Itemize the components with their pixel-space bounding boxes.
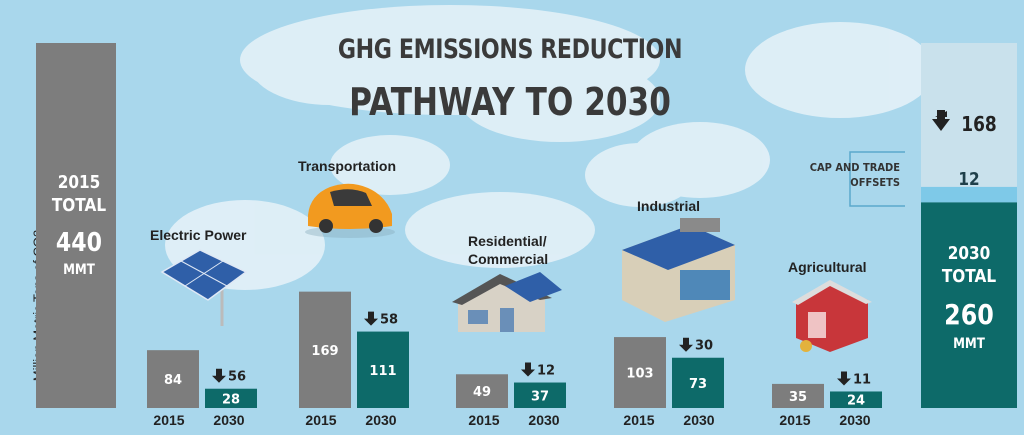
- tick-2030-transport: 2030: [365, 412, 397, 428]
- bar-2030-label-2: 37: [531, 389, 549, 404]
- bar-2015-1: [299, 291, 351, 408]
- bar-2030-label-1: 111: [369, 364, 396, 379]
- tick-2015-agricultural: 2015: [779, 412, 811, 428]
- total-2030-value: 260: [944, 298, 994, 331]
- reduction-label-2: 12: [537, 364, 555, 379]
- sector-label-residential-commercial: Residential/ Commercial: [468, 233, 549, 267]
- cap-and-trade-label: CAP AND TRADE OFFSETS: [801, 160, 900, 190]
- reduction-label-0: 56: [228, 370, 246, 385]
- bar-2030-0: [205, 388, 257, 408]
- cap-and-trade-line1: CAP AND TRADE: [809, 161, 900, 174]
- reduction-label-4: 11: [853, 372, 871, 387]
- total-2015-value: 440: [55, 228, 103, 258]
- sector-label-agricultural: Agricultural: [788, 259, 867, 275]
- car-icon: [305, 183, 395, 238]
- total-2030-bar: [921, 202, 1017, 408]
- bar-2015-0: [147, 350, 199, 408]
- reduction-arrow-icon-3: [679, 337, 693, 352]
- sector-label-industrial: Industrial: [637, 198, 701, 214]
- bar-2015-label-4: 35: [789, 390, 807, 405]
- reduction-arrow-icon-2: [521, 362, 535, 377]
- total-2015-year: 2015: [57, 172, 101, 193]
- reduction-label-1: 58: [380, 313, 398, 328]
- total-2030-unit: MMT: [953, 336, 985, 352]
- total-2015-word: TOTAL: [51, 195, 107, 216]
- tick-2030-industrial: 2030: [683, 412, 715, 428]
- bar-2015-label-3: 103: [626, 367, 653, 382]
- tick-2030-residential: 2030: [528, 412, 560, 428]
- bar-2030-label-0: 28: [222, 392, 240, 407]
- total-2015-unit: MMT: [63, 262, 95, 278]
- bar-2030-4: [830, 391, 882, 408]
- factory-icon: [622, 218, 735, 322]
- total-2030-word: TOTAL: [941, 266, 997, 287]
- tick-2030-electric: 2030: [213, 412, 245, 428]
- cap-and-trade-line2: OFFSETS: [850, 176, 900, 189]
- bar-2030-label-3: 73: [689, 377, 707, 392]
- bar-2030-2: [514, 382, 566, 408]
- sector-label-electric-power: Electric Power: [150, 227, 247, 243]
- reduction-label-3: 30: [695, 339, 713, 354]
- bar-2015-2: [456, 374, 508, 408]
- chart-title-line2: PATHWAY TO 2030: [349, 80, 671, 124]
- offsets-bar: [921, 186, 1017, 203]
- bar-2015-label-2: 49: [473, 385, 491, 400]
- barn-icon: [792, 280, 872, 352]
- tick-2015-industrial: 2015: [623, 412, 655, 428]
- offsets-value: 12: [958, 169, 980, 190]
- bar-2015-3: [614, 337, 666, 408]
- bar-2015-label-0: 84: [164, 373, 182, 388]
- total-2015-bar: [36, 43, 116, 408]
- solar-panel-icon: [160, 249, 248, 326]
- bar-2030-label-4: 24: [847, 394, 865, 409]
- reduction-arrow-icon-0: [212, 368, 226, 383]
- reduction-arrow-icon-1: [364, 311, 378, 326]
- bar-2030-3: [672, 357, 724, 408]
- bar-2015-label-1: 169: [311, 344, 338, 359]
- bar-2015-4: [772, 383, 824, 408]
- reduction-arrow-icon-4: [837, 371, 851, 386]
- tick-2015-residential: 2015: [468, 412, 500, 428]
- sector-label-transportation: Transportation: [298, 158, 397, 174]
- total-2030-year: 2030: [947, 243, 991, 264]
- offsets-bracket: [849, 151, 905, 207]
- bar-2030-1: [357, 331, 409, 408]
- tick-2030-agricultural: 2030: [839, 412, 871, 428]
- chart-title-line1: GHG EMISSIONS REDUCTION: [337, 34, 683, 65]
- reduction-total-value: 168: [961, 112, 997, 136]
- house-icon: [452, 272, 562, 332]
- tick-2015-electric: 2015: [153, 412, 185, 428]
- tick-2015-transport: 2015: [305, 412, 337, 428]
